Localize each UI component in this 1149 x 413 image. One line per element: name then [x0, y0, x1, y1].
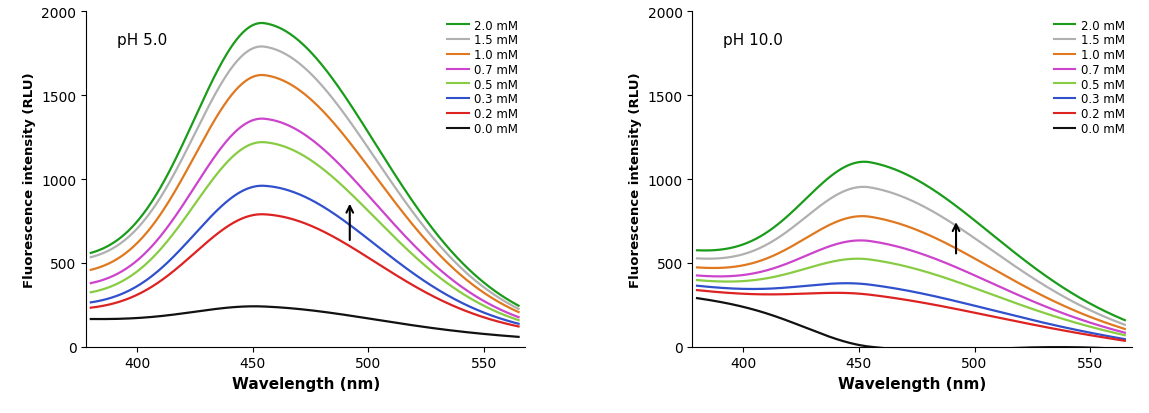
Text: pH 10.0: pH 10.0 [723, 33, 784, 47]
Legend: 2.0 mM, 1.5 mM, 1.0 mM, 0.7 mM, 0.5 mM, 0.3 mM, 0.2 mM, 0.0 mM: 2.0 mM, 1.5 mM, 1.0 mM, 0.7 mM, 0.5 mM, … [442, 15, 523, 140]
X-axis label: Wavelength (nm): Wavelength (nm) [232, 376, 380, 391]
Text: pH 5.0: pH 5.0 [117, 33, 167, 47]
Legend: 2.0 mM, 1.5 mM, 1.0 mM, 0.7 mM, 0.5 mM, 0.3 mM, 0.2 mM, 0.0 mM: 2.0 mM, 1.5 mM, 1.0 mM, 0.7 mM, 0.5 mM, … [1049, 15, 1129, 140]
Y-axis label: Fluorescence intensity (RLU): Fluorescence intensity (RLU) [23, 72, 36, 287]
Y-axis label: Fluorescence intensity (RLU): Fluorescence intensity (RLU) [629, 72, 642, 287]
X-axis label: Wavelength (nm): Wavelength (nm) [838, 376, 986, 391]
